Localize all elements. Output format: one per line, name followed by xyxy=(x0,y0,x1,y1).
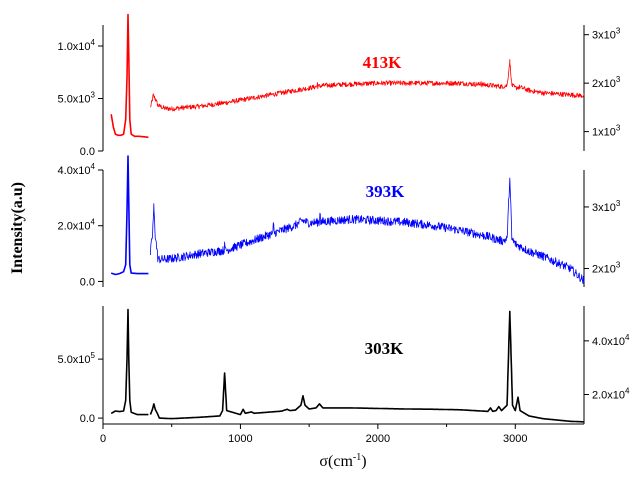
right-tick-label-mantissa: 1x10 xyxy=(592,127,616,139)
left-tick-label-mantissa: 5.0x10 xyxy=(58,94,91,106)
left-tick-label: 2.0x104 xyxy=(58,218,96,233)
series-413K-low-range xyxy=(110,13,149,139)
y-axis-title: Intensity(a.u) xyxy=(9,182,26,274)
right-tick-label-exponent: 4 xyxy=(625,387,630,396)
right-tick-label-mantissa: 2x10 xyxy=(592,264,616,276)
left-tick-label-mantissa: 0.0 xyxy=(80,413,95,425)
right-tick-label-mantissa: 2x10 xyxy=(592,78,616,90)
left-tick-label-mantissa: 0.0 xyxy=(80,146,95,158)
x-tick-label: 1000 xyxy=(228,433,252,445)
right-tick-label-mantissa: 4.0x10 xyxy=(592,336,625,348)
x-axis-title-sup: -1 xyxy=(353,452,361,463)
left-tick-label: 5.0x105 xyxy=(58,351,96,366)
left-tick-label-exponent: 5 xyxy=(91,351,96,360)
right-tick-label: 2x103 xyxy=(592,75,621,90)
series-label-393K: 393K xyxy=(366,182,406,201)
x-axis: 0 1000 2000 3000 xyxy=(100,423,584,445)
right-tick-label: 4.0x104 xyxy=(592,333,630,348)
right-tick-label: 1x103 xyxy=(592,124,621,139)
right-tick-label: 3x103 xyxy=(592,27,621,42)
x-tick-label: 0 xyxy=(100,433,106,445)
left-tick-label: 4.0x104 xyxy=(58,162,96,177)
right-tick-label: 2.0x104 xyxy=(592,387,630,402)
left-tick-label-mantissa: 1.0x10 xyxy=(58,41,91,53)
right-tick-label-exponent: 3 xyxy=(616,124,621,133)
left-tick-label-exponent: 4 xyxy=(91,162,96,171)
left-tick-label: 1.0x104 xyxy=(58,38,96,53)
left-tick-label-mantissa: 2.0x10 xyxy=(58,221,91,233)
left-tick-label: 0.0 xyxy=(80,276,95,288)
left-tick-label: 0.0 xyxy=(80,413,95,425)
right-tick-label-exponent: 3 xyxy=(616,199,621,208)
left-tick-label-exponent: 3 xyxy=(91,91,96,100)
series-label-303K: 303K xyxy=(365,339,405,358)
right-tick-label-exponent: 3 xyxy=(616,75,621,84)
right-tick-label-mantissa: 3x10 xyxy=(592,30,616,42)
right-tick-label-mantissa: 2.0x10 xyxy=(592,390,625,402)
left-tick-label: 5.0x103 xyxy=(58,91,96,106)
panels-group: 0.05.0x1031.0x1041x1032x1033x103413K0.02… xyxy=(58,13,630,425)
series-413K-high-range xyxy=(150,59,585,112)
x-tick-label: 2000 xyxy=(366,433,390,445)
left-tick-label: 0.0 xyxy=(80,146,95,158)
x-axis-title-main: σ(cm xyxy=(319,453,353,470)
left-tick-label-mantissa: 4.0x10 xyxy=(58,165,91,177)
series-label-413K: 413K xyxy=(363,53,403,72)
series-303K-low-range xyxy=(110,308,149,416)
left-tick-label-mantissa: 5.0x10 xyxy=(58,354,91,366)
right-tick-label-mantissa: 3x10 xyxy=(592,202,616,214)
left-tick-label-mantissa: 0.0 xyxy=(80,276,95,288)
right-tick-label: 2x103 xyxy=(592,261,621,276)
right-tick-label-exponent: 4 xyxy=(625,333,630,342)
series-303K-high-range xyxy=(149,310,585,423)
series-393K-low-range xyxy=(110,155,149,276)
left-tick-label-exponent: 4 xyxy=(91,38,96,47)
right-tick-label-exponent: 3 xyxy=(616,27,621,36)
series-393K-high-range xyxy=(150,177,585,284)
right-tick-label-exponent: 3 xyxy=(616,261,621,270)
x-tick-label: 3000 xyxy=(503,433,527,445)
right-tick-label: 3x103 xyxy=(592,199,621,214)
x-axis-title: σ(cm-1) xyxy=(319,452,366,470)
x-axis-title-tail: ) xyxy=(361,453,366,470)
left-tick-label-exponent: 4 xyxy=(91,218,96,227)
